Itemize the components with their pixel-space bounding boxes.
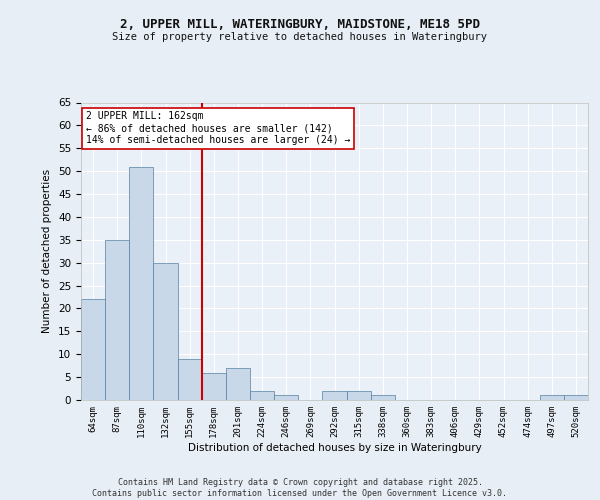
Bar (202, 372, 226, 400)
Text: Size of property relative to detached houses in Wateringbury: Size of property relative to detached ho… (113, 32, 487, 42)
Bar (250, 391, 274, 400)
Bar (564, 396, 588, 400)
Bar (81, 300, 105, 400)
Bar (105, 240, 129, 400)
Bar (129, 166, 154, 400)
Text: 2 UPPER MILL: 162sqm
← 86% of detached houses are smaller (142)
14% of semi-deta: 2 UPPER MILL: 162sqm ← 86% of detached h… (86, 112, 350, 144)
Text: 2, UPPER MILL, WATERINGBURY, MAIDSTONE, ME18 5PD: 2, UPPER MILL, WATERINGBURY, MAIDSTONE, … (120, 18, 480, 30)
Bar (540, 396, 564, 400)
Bar (226, 368, 250, 400)
Y-axis label: Number of detached properties: Number of detached properties (43, 169, 52, 334)
Bar (347, 391, 371, 400)
X-axis label: Distribution of detached houses by size in Wateringbury: Distribution of detached houses by size … (188, 442, 481, 452)
Bar (178, 359, 202, 400)
Bar (371, 396, 395, 400)
Text: Contains HM Land Registry data © Crown copyright and database right 2025.
Contai: Contains HM Land Registry data © Crown c… (92, 478, 508, 498)
Bar (322, 391, 347, 400)
Bar (154, 262, 178, 400)
Bar (274, 396, 298, 400)
